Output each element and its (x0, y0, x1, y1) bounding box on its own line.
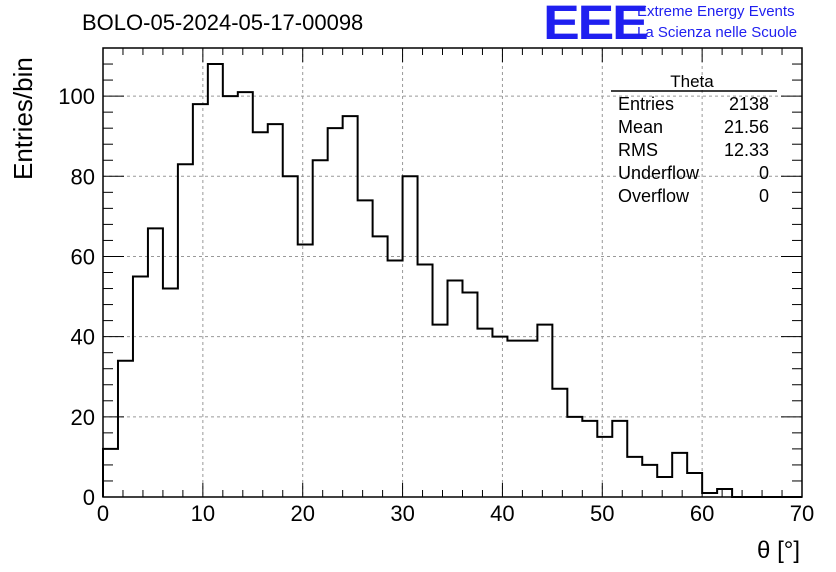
stats-label: Entries (618, 94, 674, 114)
stats-label: Underflow (618, 163, 700, 183)
stats-value: 12.33 (724, 140, 769, 160)
x-tick-label: 50 (590, 501, 614, 526)
x-axis-label: θ [°] (757, 537, 800, 564)
x-tick-label: 60 (690, 501, 714, 526)
y-tick-label: 20 (71, 405, 95, 430)
y-tick-label: 80 (71, 164, 95, 189)
stats-value: 0 (759, 186, 769, 206)
plot-title: BOLO-05-2024-05-17-00098 (82, 10, 364, 35)
stats-title: Theta (670, 72, 714, 91)
y-tick-label: 0 (83, 485, 95, 510)
x-tick-label: 30 (390, 501, 414, 526)
x-tick-label: 40 (490, 501, 514, 526)
x-tick-label: 10 (191, 501, 215, 526)
stats-box: Theta Entries 2138 Mean 21.56 RMS 12.33 Underf… (611, 72, 777, 206)
axis-ticks (102, 47, 803, 498)
y-tick-label: 40 (71, 325, 95, 350)
logo-line-2: La Scienza nelle Scuole (637, 24, 798, 41)
y-axis-label: Entries/bin (8, 57, 38, 180)
tick-labels: 0 10 20 30 40 50 60 70 0 20 40 60 80 100 (58, 84, 814, 526)
stats-value: 21.56 (724, 117, 769, 137)
x-tick-label: 70 (790, 501, 814, 526)
stats-value: 2138 (729, 94, 769, 114)
x-tick-label: 0 (97, 501, 109, 526)
logo-line-1: Extreme Energy Events (637, 3, 795, 20)
stats-label: RMS (618, 140, 658, 160)
y-tick-label: 60 (71, 244, 95, 269)
histogram-line (102, 63, 802, 498)
x-tick-label: 20 (290, 501, 314, 526)
stats-label: Mean (618, 117, 663, 137)
plot-frame (102, 47, 803, 498)
grid-lines (103, 48, 802, 497)
eee-logo: EEE (543, 0, 649, 50)
stats-value: 0 (759, 163, 769, 183)
y-tick-label: 100 (58, 84, 95, 109)
stats-label: Overflow (618, 186, 690, 206)
